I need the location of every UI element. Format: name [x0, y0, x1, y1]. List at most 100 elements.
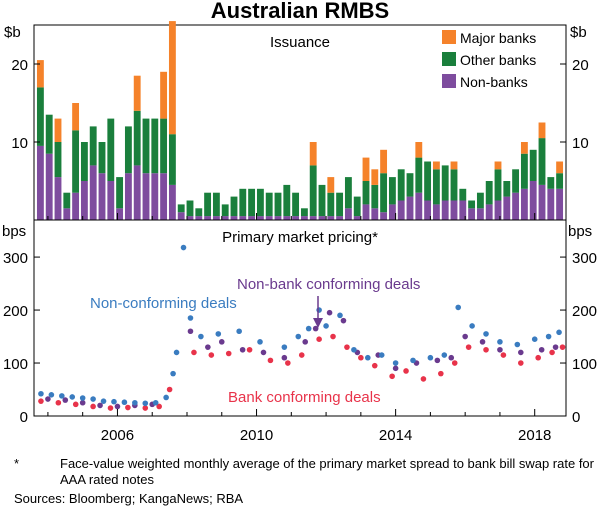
bar-other-banks-21: [221, 204, 229, 217]
bar-non-banks-59: [556, 188, 564, 220]
bar-non-banks-0: [36, 145, 44, 220]
bar-non-banks-16: [177, 212, 185, 220]
bar-major-banks-4: [72, 103, 80, 131]
bar-non-banks-54: [512, 192, 520, 220]
bar-non-banks-28: [283, 216, 291, 220]
bar-non-banks-20: [212, 216, 220, 220]
dot-non-conforming-deals-26: [337, 312, 343, 319]
bar-other-banks-4: [72, 130, 80, 193]
bar-other-banks-25: [256, 188, 264, 217]
dot-bank-conforming-deals-31: [549, 349, 555, 356]
bar-other-banks-17: [186, 200, 194, 217]
dot-bank-conforming-deals-18: [344, 344, 350, 350]
dot-non-conforming-deals-20: [257, 339, 263, 345]
bar-non-banks-19: [204, 216, 212, 220]
bar-other-banks-37: [362, 181, 370, 205]
dot-non-conforming-deals-17: [198, 333, 204, 340]
bar-non-banks-13: [151, 173, 159, 220]
dot-non-conforming-deals-2: [59, 393, 65, 399]
dot-non-bank-conforming-deals-22: [448, 354, 455, 361]
bar-non-banks-6: [89, 165, 97, 220]
dot-bank-conforming-deals-12: [246, 346, 253, 353]
legend-label-other-banks: Other banks: [460, 52, 536, 68]
dot-non-conforming-deals-13: [170, 370, 176, 377]
pricing-y-ticks: 0 0 100 100 200 200 300 300: [3, 250, 597, 426]
dot-non-bank-conforming-deals-23: [462, 333, 468, 340]
dot-bank-conforming-deals-28: [500, 352, 507, 358]
bar-other-banks-54: [512, 169, 520, 193]
legend-swatch-non-banks: [442, 74, 456, 88]
bar-non-banks-43: [415, 192, 423, 220]
bar-other-banks-52: [494, 169, 502, 201]
bar-non-banks-2: [54, 177, 62, 220]
bar-non-banks-25: [256, 216, 264, 220]
dot-bank-conforming-deals-29: [518, 360, 524, 366]
dot-non-bank-conforming-deals-7: [187, 328, 194, 335]
bar-major-banks-47: [450, 161, 458, 170]
dot-bank-conforming-deals-26: [465, 344, 472, 350]
dot-bank-conforming-deals-21: [389, 373, 395, 380]
footnote: * Face-value weighted monthly average of…: [14, 456, 594, 488]
issuance-tick-label-right-10: 10: [572, 135, 589, 152]
bar-non-banks-44: [424, 200, 432, 220]
bar-non-banks-45: [432, 204, 440, 220]
bar-other-banks-10: [124, 126, 132, 174]
bar-non-banks-23: [239, 216, 247, 220]
bar-other-banks-7: [98, 142, 106, 174]
bar-non-banks-1: [45, 153, 53, 220]
bar-major-banks-11: [133, 75, 141, 111]
dot-non-conforming-deals-24: [316, 307, 322, 313]
bar-non-banks-47: [450, 200, 458, 220]
dot-bank-conforming-deals-16: [316, 336, 322, 342]
bar-non-banks-7: [98, 173, 106, 220]
dot-non-conforming-deals-28: [365, 354, 371, 361]
pricing-tick-label-right-100: 100: [572, 356, 597, 373]
bar-other-banks-48: [459, 188, 467, 201]
dot-bank-conforming-deals-27: [483, 346, 489, 353]
bar-other-banks-33: [327, 192, 335, 217]
issuance-bars: [36, 21, 564, 220]
bar-other-banks-2: [54, 142, 62, 178]
issuance-tick-label-right-20: 20: [572, 57, 589, 74]
bar-other-banks-34: [336, 192, 344, 217]
bar-major-banks-59: [556, 161, 564, 174]
bar-other-banks-24: [248, 188, 256, 217]
chart-title: Australian RMBS: [211, 0, 389, 23]
bar-non-banks-42: [406, 196, 414, 220]
bar-non-banks-14: [160, 173, 168, 220]
bar-non-banks-50: [476, 208, 484, 220]
pricing-unit-left: bps: [2, 223, 26, 240]
bar-non-banks-53: [503, 196, 511, 220]
pricing-tick-label-right-200: 200: [572, 303, 597, 320]
pricing-tick-label-left-100: 100: [3, 356, 28, 373]
bar-non-banks-55: [520, 188, 528, 220]
bar-other-banks-5: [80, 142, 88, 181]
bar-major-banks-39: [380, 149, 388, 174]
dot-bank-conforming-deals-7: [156, 403, 162, 410]
bar-non-banks-26: [265, 216, 273, 220]
bar-non-banks-52: [494, 200, 502, 220]
bar-other-banks-32: [318, 184, 326, 217]
bar-non-banks-17: [186, 216, 194, 220]
bar-non-banks-31: [309, 216, 317, 220]
dot-non-conforming-deals-27: [351, 346, 357, 353]
dot-non-bank-conforming-deals-14: [312, 325, 319, 332]
issuance-tick-label-left-20: 20: [11, 57, 28, 74]
dot-non-bank-conforming-deals-1: [62, 397, 69, 403]
dot-non-conforming-deals-35: [469, 323, 475, 329]
dot-bank-conforming-deals-19: [358, 354, 364, 361]
bar-other-banks-3: [63, 192, 71, 209]
bar-non-banks-36: [353, 216, 361, 220]
bar-other-banks-51: [485, 181, 493, 205]
dot-non-conforming-deals-9: [132, 399, 138, 406]
bar-other-banks-55: [520, 153, 528, 189]
bar-other-banks-49: [468, 200, 476, 209]
bar-major-banks-33: [327, 177, 335, 193]
bar-other-banks-56: [529, 149, 537, 181]
bar-non-banks-11: [133, 165, 141, 220]
legend-swatch-major-banks: [442, 30, 456, 44]
bar-major-banks-0: [36, 60, 44, 88]
bar-other-banks-0: [36, 87, 44, 146]
bar-major-banks-37: [362, 157, 370, 181]
pricing-tick-label-right-0: 0: [572, 409, 580, 426]
